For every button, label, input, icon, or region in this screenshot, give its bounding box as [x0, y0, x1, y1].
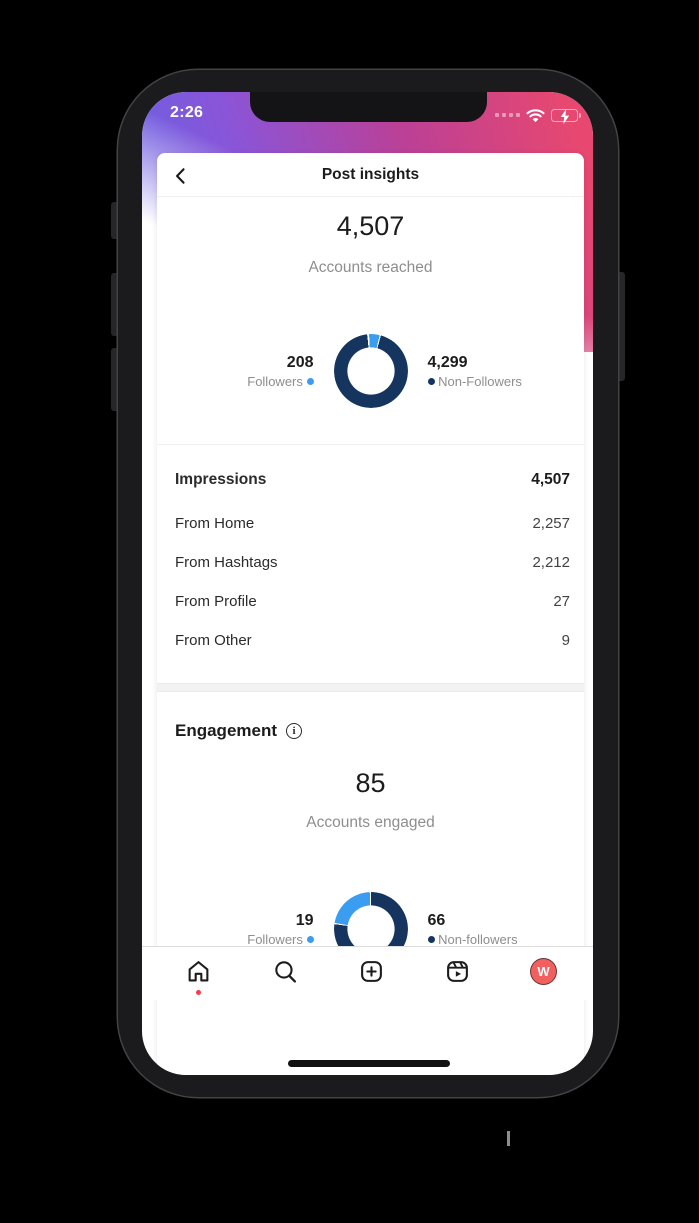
reach-donut-section: 208 Followers 4,299 Non-Followers — [157, 334, 584, 408]
charging-bolt-icon — [560, 108, 570, 124]
accounts-engaged-label: Accounts engaged — [306, 814, 435, 831]
reels-icon — [447, 961, 468, 982]
impressions-title: Impressions — [175, 471, 267, 488]
reach-followers-legend: 208 Followers — [192, 352, 314, 391]
engagement-nonfollowers-label: Non-followers — [438, 931, 518, 947]
table-row: From Hashtags 2,212 — [157, 551, 584, 573]
engagement-followers-label: Followers — [247, 931, 303, 947]
engagement-donut-section: 19 Followers 66 Non-followers — [157, 892, 584, 966]
nonfollowers-dot-icon — [427, 935, 435, 943]
engagement-followers-value: 19 — [295, 911, 314, 929]
profile-tab[interactable]: W — [530, 958, 557, 985]
home-notification-dot — [196, 990, 201, 995]
text-cursor-artifact — [507, 1131, 510, 1146]
accounts-engaged-value: 85 — [355, 768, 386, 798]
row-value: 2,257 — [532, 514, 570, 532]
engagement-nonfollowers-legend: 66 Non-followers — [427, 910, 550, 949]
wifi-icon — [526, 108, 545, 122]
engagement-nonfollowers-value: 66 — [427, 911, 446, 929]
reach-nonfollowers-legend: 4,299 Non-Followers — [427, 352, 550, 391]
reach-followers-value: 208 — [286, 353, 314, 371]
reach-nonfollowers-value: 4,299 — [427, 353, 468, 371]
engagement-heading: Engagement i — [175, 718, 303, 744]
volume-up-button — [111, 273, 120, 336]
reach-nonfollowers-label: Non-Followers — [438, 373, 522, 389]
volume-down-button — [111, 348, 120, 411]
back-button[interactable] — [167, 162, 195, 190]
chevron-left-icon — [176, 168, 185, 184]
row-label: From Profile — [175, 592, 257, 610]
create-plus-icon — [361, 961, 382, 982]
notch — [250, 92, 487, 122]
post-insights-card: Post insights 4,507 Accounts reached 208… — [157, 153, 584, 1075]
impressions-header-row: Impressions 4,507 — [157, 469, 584, 491]
accounts-reached-value: 4,507 — [336, 211, 405, 241]
row-label: From Home — [175, 514, 255, 532]
reach-followers-label: Followers — [247, 373, 303, 389]
cellular-signal-icon — [495, 113, 520, 117]
engagement-followers-legend: 19 Followers — [192, 910, 314, 949]
row-value: 27 — [553, 592, 570, 610]
nav-bar: Post insights — [157, 153, 584, 197]
mute-switch — [111, 202, 120, 239]
power-button — [616, 272, 625, 381]
page-title: Post insights — [321, 166, 420, 183]
home-tab[interactable] — [185, 958, 212, 985]
impressions-total: 4,507 — [531, 471, 570, 488]
thick-section-divider — [157, 683, 584, 692]
row-label: From Hashtags — [175, 553, 278, 571]
tab-bar: W — [142, 946, 593, 1000]
search-tab[interactable] — [272, 958, 299, 985]
reels-tab[interactable] — [444, 958, 471, 985]
followers-dot-icon — [306, 377, 314, 385]
battery-icon — [551, 108, 581, 124]
engagement-title: Engagement — [175, 721, 278, 740]
nonfollowers-dot-icon — [427, 377, 435, 385]
home-icon — [188, 961, 209, 982]
table-row: From Other 9 — [157, 629, 584, 651]
status-bar: 2:26 — [142, 92, 593, 138]
phone-screen: 2:26 — [142, 92, 593, 1075]
info-icon[interactable]: i — [286, 723, 303, 739]
search-icon — [275, 961, 297, 983]
table-row: From Home 2,257 — [157, 512, 584, 534]
followers-dot-icon — [306, 935, 314, 943]
row-label: From Other — [175, 631, 252, 649]
accounts-reached-label: Accounts reached — [308, 259, 433, 276]
home-indicator[interactable] — [288, 1060, 450, 1067]
table-row: From Profile 27 — [157, 590, 584, 612]
reach-donut-chart — [333, 334, 408, 408]
row-value: 9 — [561, 631, 570, 649]
create-post-tab[interactable] — [358, 958, 385, 985]
status-time: 2:26 — [170, 104, 204, 121]
section-divider — [157, 444, 584, 445]
avatar: W — [530, 958, 557, 985]
row-value: 2,212 — [532, 553, 570, 571]
